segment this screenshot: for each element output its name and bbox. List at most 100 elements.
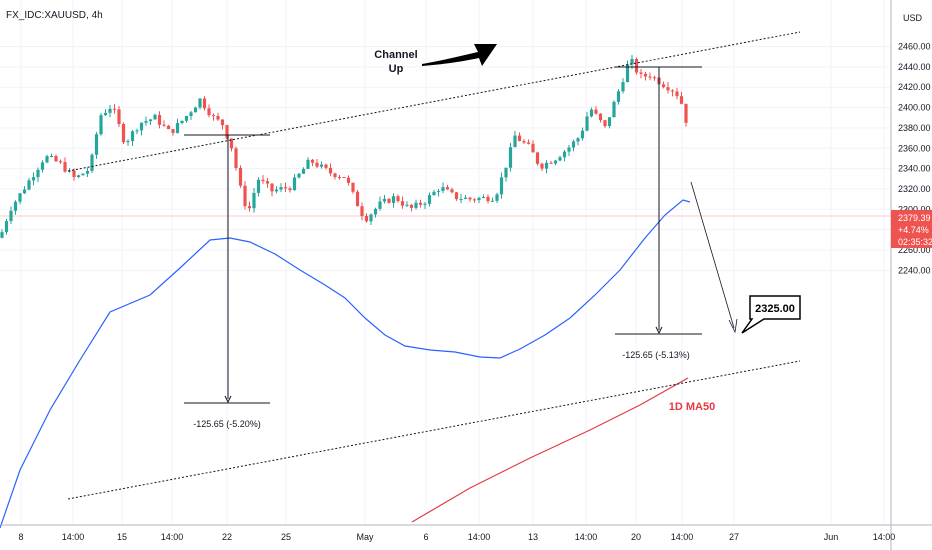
x-tick-label: 13: [528, 532, 538, 542]
candle-body: [148, 119, 153, 122]
candle-body: [153, 114, 157, 120]
candle-body: [108, 108, 112, 113]
candle-body: [247, 206, 252, 209]
candle-body: [549, 162, 553, 164]
candle-body: [126, 141, 130, 143]
x-tick-label: May: [356, 532, 374, 542]
candle-body: [252, 192, 256, 209]
candle-body: [130, 131, 135, 142]
candle-body: [648, 76, 652, 78]
candle-body: [301, 168, 306, 174]
candle-body: [13, 201, 18, 211]
candle-body: [220, 119, 225, 126]
x-tick-label: 25: [281, 532, 291, 542]
candle-body: [265, 181, 270, 184]
candle-body: [333, 173, 337, 177]
candle-body: [607, 117, 612, 127]
candle-body: [441, 187, 445, 191]
candle-body: [495, 194, 499, 201]
projection-arrow: [690, 181, 735, 329]
currency-label: USD: [903, 13, 923, 23]
projection-arrowhead: [728, 318, 738, 334]
candle-body: [369, 214, 373, 222]
candle-body: [180, 120, 184, 124]
candle-body: [621, 82, 625, 92]
candle-body: [517, 135, 522, 142]
price-tag-bg: [891, 210, 932, 248]
candle-body: [355, 191, 360, 207]
candle-body: [400, 201, 405, 206]
channel-upper-line: [67, 31, 801, 172]
candle-body: [238, 168, 243, 186]
x-tick-label: 14:00: [873, 532, 896, 542]
candle-body: [373, 208, 378, 215]
candle-body: [274, 189, 279, 192]
candle-body: [531, 143, 535, 153]
candle-body: [94, 134, 99, 155]
candle-body: [675, 91, 679, 97]
candle-body: [414, 202, 418, 208]
candle-body: [481, 196, 486, 198]
candle-body: [594, 109, 598, 114]
price-tag-price: 2379.39: [898, 213, 931, 223]
candle-body: [117, 109, 121, 125]
candle-body: [27, 180, 31, 190]
time-axis[interactable]: 8 14:00 15 14:00 22 25 May 6 14:00 13 14:00 20 14:00…: [18, 532, 895, 542]
candle-body: [540, 163, 544, 169]
candle-body: [193, 107, 198, 113]
candle-body: [585, 116, 589, 131]
candle-body: [558, 157, 562, 161]
x-tick-label: 20: [631, 532, 641, 542]
candle-body: [684, 103, 688, 123]
candle-body: [445, 187, 450, 190]
arrow-icon: [422, 44, 497, 66]
x-tick-label: 22: [222, 532, 232, 542]
candle-body: [162, 124, 166, 126]
candle-body: [121, 124, 126, 143]
candle-body: [490, 200, 495, 202]
symbol-title: FX_IDC:XAUUSD, 4h: [6, 10, 103, 21]
candle-body: [315, 162, 319, 167]
price-tag-change: +4.74%: [898, 225, 929, 235]
candle-body: [202, 98, 207, 109]
candle-body: [477, 197, 481, 201]
candle-body: [31, 177, 36, 181]
candle-body: [36, 169, 40, 178]
channel-label-line2: Up: [389, 63, 404, 75]
candle-body: [472, 199, 477, 201]
candle-body: [486, 196, 490, 202]
candle-body: [499, 177, 504, 195]
candle-body: [229, 138, 234, 149]
candle-body: [679, 96, 684, 104]
candle-body: [279, 187, 283, 190]
candle-body: [571, 141, 576, 148]
candle-body: [553, 160, 558, 164]
candle-body: [544, 162, 549, 169]
channel-label-line1: Channel: [374, 49, 417, 61]
candle-body: [22, 189, 27, 194]
candle-body: [292, 177, 297, 191]
candle-body: [634, 59, 639, 73]
candle-body: [261, 179, 265, 182]
y-tick-label: 2380.00: [898, 123, 931, 133]
candle-body: [283, 187, 288, 189]
price-tag-countdown: 02:35:32: [898, 237, 932, 247]
target-callout: [741, 295, 801, 334]
ma-1d-polyline: [411, 377, 689, 523]
y-tick-label: 2440.00: [898, 62, 931, 72]
x-tick-label: 8: [18, 532, 23, 542]
candle-body: [319, 164, 324, 167]
candle-body: [216, 116, 220, 120]
candle-body: [652, 77, 657, 79]
candle-body: [612, 101, 616, 118]
drop-left-label: -125.65 (-5.20%): [193, 419, 261, 429]
candle-body: [423, 203, 427, 205]
measured-moves: [184, 66, 738, 404]
candle-body: [328, 167, 333, 174]
candle-body: [211, 115, 216, 117]
ma-4h-line: [0, 199, 691, 529]
y-tick-label: 2320.00: [898, 184, 931, 194]
